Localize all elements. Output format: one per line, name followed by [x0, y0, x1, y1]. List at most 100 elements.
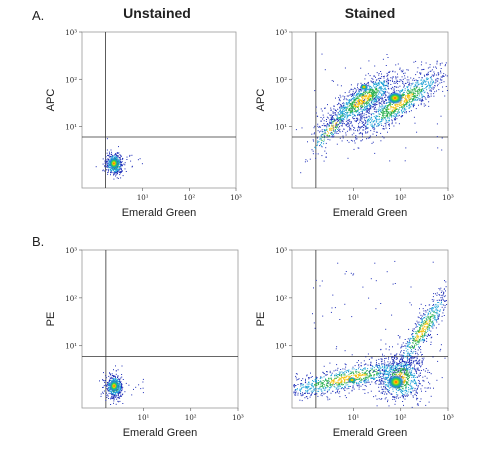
b-stained-event-dot — [384, 364, 386, 366]
b-stained-event-dot — [340, 380, 342, 382]
b-stained-event-dot — [363, 368, 365, 370]
a-stained-event-dot — [404, 72, 406, 74]
b-stained-event-dot — [335, 388, 337, 390]
a-unstained-event-dot — [112, 168, 113, 170]
a-stained-event-dot — [305, 159, 307, 161]
b-stained-event-dot — [416, 404, 418, 406]
a-stained-event-dot — [331, 119, 333, 120]
b-stained-event-dot — [397, 343, 399, 345]
b-stained-event-dot — [411, 370, 413, 372]
a-stained-event-dot — [333, 119, 335, 121]
a-stained-event-dot — [382, 83, 383, 85]
b-stained-event-dot — [416, 399, 418, 401]
b-unstained-event-dot — [112, 379, 114, 381]
a-stained-event-dot — [365, 108, 367, 110]
b-stained-event-dot — [360, 378, 362, 380]
a-stained-event-dot — [385, 105, 386, 107]
a-stained-event-dot — [342, 113, 344, 115]
a-stained-event-dot — [367, 120, 369, 122]
a-stained-event-dot — [435, 74, 437, 76]
b-stained-event-dot — [384, 360, 385, 362]
a-stained-event-dot — [317, 140, 319, 142]
a-stained-event-dot — [409, 92, 410, 94]
a-stained-event-dot — [344, 103, 346, 105]
b-stained-event-dot — [410, 367, 412, 369]
a-stained-event-dot — [337, 84, 339, 86]
a-stained-event-dot — [351, 108, 353, 110]
a-stained-event-dot — [399, 79, 401, 81]
b-stained-event-dot — [343, 377, 345, 379]
a-stained-event-dot — [380, 112, 382, 114]
b-stained-event-dot — [392, 356, 394, 358]
b-stained-event-dot — [338, 379, 340, 381]
b-stained-event-dot — [388, 358, 389, 360]
a-stained-event-dot — [378, 107, 380, 109]
b-stained-event-dot — [326, 371, 328, 373]
a-stained-density-hotspot — [360, 84, 368, 90]
a-unstained-event-dot — [116, 171, 118, 173]
a-unstained-event-dot — [116, 171, 118, 173]
a-stained-event-dot — [386, 115, 388, 117]
a-stained-event-dot — [356, 93, 358, 95]
a-unstained-event-dot — [107, 171, 109, 173]
b-stained-event-dot — [413, 357, 415, 359]
a-stained-event-dot — [382, 114, 384, 116]
a-stained-event-dot — [382, 108, 384, 110]
b-stained-event-dot — [414, 383, 416, 385]
a-stained-event-dot — [362, 133, 363, 135]
a-stained-event-dot — [385, 119, 387, 121]
a-stained-event-dot — [382, 113, 384, 114]
b-stained-event-dot — [335, 392, 337, 394]
b-stained-event-dot — [357, 371, 359, 373]
a-stained-event-dot — [331, 124, 333, 126]
a-stained-event-dot — [394, 90, 396, 92]
a-unstained-event-dot — [110, 149, 112, 151]
b-unstained-event-dot — [118, 394, 119, 396]
a-stained-event-dot — [349, 99, 351, 101]
b-stained-event-dot — [360, 385, 362, 387]
a-stained-event-dot — [326, 136, 328, 138]
a-stained-event-dot — [404, 89, 406, 91]
b-stained-event-dot — [406, 391, 408, 393]
a-stained-event-dot — [395, 122, 397, 124]
a-stained-event-dot — [416, 85, 418, 87]
b-stained-event-dot — [306, 374, 308, 376]
b-stained-event-dot — [293, 384, 295, 385]
b-stained-event-dot — [410, 380, 412, 382]
b-unstained-event-dot — [120, 383, 122, 385]
a-stained-event-dot — [366, 132, 368, 134]
a-stained-event-dot — [371, 106, 373, 108]
a-stained-y-tick-label: 10³ — [275, 29, 287, 37]
a-stained-event-dot — [382, 58, 384, 60]
b-stained-event-dot — [388, 349, 390, 351]
a-stained-event-dot — [386, 105, 388, 107]
b-unstained-y-tick-label: 10² — [65, 295, 77, 303]
a-stained-event-dot — [352, 102, 353, 104]
a-stained-event-dot — [355, 89, 357, 91]
a-stained-event-dot — [354, 140, 355, 142]
a-stained-event-dot — [362, 115, 363, 117]
b-stained-event-dot — [408, 375, 409, 377]
b-unstained-event-dot — [109, 377, 111, 379]
a-stained-event-dot — [385, 89, 387, 91]
b-stained-event-dot — [299, 389, 301, 391]
a-stained-event-dot — [314, 146, 316, 148]
a-stained-event-dot — [323, 133, 325, 134]
a-stained-event-dot — [358, 88, 360, 90]
b-stained-event-dot — [431, 326, 433, 328]
a-stained-event-dot — [373, 130, 375, 132]
a-stained-event-dot — [381, 94, 383, 96]
a-stained-event-dot — [335, 123, 337, 125]
b-stained-event-dot — [401, 371, 403, 373]
b-stained-event-dot — [344, 379, 346, 380]
b-stained-event-dot — [355, 374, 357, 376]
a-stained-event-dot — [370, 118, 371, 120]
a-stained-event-dot — [412, 99, 413, 101]
b-stained-event-dot — [408, 384, 410, 386]
b-unstained-event-dot — [121, 390, 122, 392]
a-stained-event-dot — [404, 75, 406, 77]
b-stained-event-dot — [345, 382, 347, 384]
a-stained-event-dot — [321, 129, 323, 131]
a-stained-event-dot — [408, 107, 410, 109]
b-stained-event-dot — [405, 379, 407, 381]
